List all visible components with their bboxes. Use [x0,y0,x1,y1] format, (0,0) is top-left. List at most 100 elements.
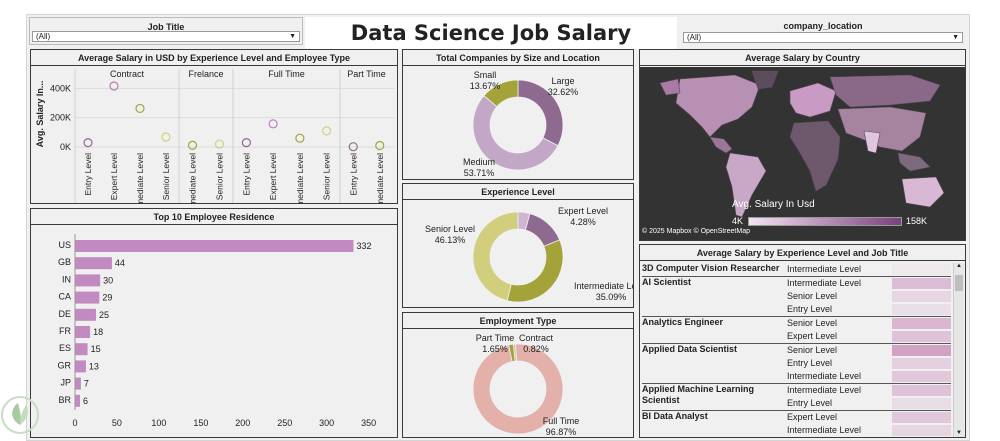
heat-cell[interactable] [892,304,951,315]
heat-cell[interactable] [892,345,951,356]
experience-level-cell: Intermediate Level [787,385,862,395]
southeast-asia-shape[interactable] [897,152,931,172]
heat-cell[interactable] [892,425,951,436]
table-row[interactable]: Intermediate Level [642,370,951,383]
scroll-thumb[interactable] [955,275,963,291]
donut-slice[interactable] [472,211,519,302]
scatter-point[interactable] [322,126,332,136]
map-credit[interactable]: © 2025 Mapbox © OpenStreetMap [642,228,750,235]
chevron-up-icon[interactable]: ▲ [956,263,962,269]
table-row[interactable]: BI Data Analyst Expert Level [642,411,951,424]
south-america-shape[interactable] [725,152,767,218]
chevron-down-icon[interactable]: ▼ [289,33,296,40]
scatter-point[interactable] [375,140,385,151]
north-america-shape[interactable] [675,74,761,138]
residence-bar[interactable] [75,291,100,304]
bar-category-label: GB [58,257,71,267]
table-row[interactable]: Analytics Engineer Senior Level [642,317,951,330]
table-row[interactable]: Applied Machine Learning Scientist Interm… [642,384,951,405]
table-row[interactable]: Expert Level [642,330,951,343]
chevron-down-icon[interactable]: ▼ [952,34,959,41]
heat-cell[interactable] [892,371,951,382]
experience-level-cell: Intermediate Level [787,278,862,288]
donut-slice[interactable] [472,343,564,435]
africa-shape[interactable] [789,120,841,192]
scatter-point[interactable] [268,119,278,129]
heat-cell[interactable] [892,385,951,396]
greenland-shape[interactable] [751,70,779,90]
heat-cell[interactable] [892,331,951,342]
residence-bar[interactable] [75,257,112,270]
map-legend-bar [748,217,902,226]
table-scrollbar[interactable]: ▲ ▼ [953,263,964,437]
residence-bar[interactable] [75,360,86,373]
table-row[interactable]: Entry Level [642,397,951,410]
x-tick-label: Senior Level [215,153,225,200]
salary-table[interactable]: 3D Computer Vision Researcher Intermediat… [642,263,951,437]
job-title-select-value: (All) [36,32,51,41]
residence-bar[interactable] [75,240,354,252]
bar-value-label: 13 [89,361,99,371]
table-row[interactable]: AI Scientist Intermediate Level [642,277,951,290]
india-shape[interactable] [863,130,881,154]
europe-shape[interactable] [789,82,837,118]
heat-cell[interactable] [892,278,951,289]
donut-slice[interactable] [524,213,561,247]
experience-level-cell: Expert Level [787,412,838,422]
bar-category-label: DE [58,309,71,319]
scatter-point[interactable] [109,81,119,91]
scatter-point[interactable] [135,103,145,114]
heat-cell[interactable] [892,318,951,329]
scatter-point[interactable] [187,140,198,150]
russia-shape[interactable] [829,74,941,108]
experience-level-cell: Entry Level [787,398,833,408]
residence-bar[interactable] [75,308,96,321]
residence-bar[interactable] [75,274,101,287]
heat-cell[interactable] [892,358,951,369]
donut-slice[interactable] [472,95,559,171]
asia-shape[interactable] [837,106,927,152]
donut-slice[interactable] [506,239,564,303]
scatter-point[interactable] [295,133,305,143]
heat-cell[interactable] [892,412,951,423]
donut-slice[interactable] [483,79,519,108]
donut-slice[interactable] [508,343,516,363]
table-row[interactable]: 3D Computer Vision Researcher Intermediat… [642,263,951,276]
table-row[interactable]: Entry Level [642,303,951,316]
experience-level-cell: Entry Level [787,304,833,314]
alaska-shape[interactable] [659,78,681,96]
heat-cell[interactable] [892,264,951,275]
table-row[interactable]: Intermediate Level [642,424,951,437]
scatter-point[interactable] [214,139,225,149]
world-map[interactable]: Avg. Salary In Usd 4K 158K © 2025 Mapbox… [640,67,965,240]
job-title-filter[interactable]: Job Title (All) ▼ [29,17,303,45]
table-row[interactable]: Senior Level [642,290,951,303]
scatter-point[interactable] [348,142,358,152]
table-row[interactable]: Applied Data Scientist Senior Level [642,344,951,357]
residence-bar[interactable] [75,343,88,356]
heat-cell[interactable] [892,291,951,302]
job-title-select[interactable]: (All) ▼ [32,31,300,42]
residence-bar-chart: US 332 GB 44 IN 30 CA 29 DE 25 FR 18 ES 15 GR 13 JP 7 BR 6 0… [58,234,376,428]
chevron-down-icon[interactable]: ▼ [956,430,962,436]
australia-shape[interactable] [901,176,945,208]
bar-value-label: 29 [102,293,112,303]
residence-bar[interactable] [75,377,81,390]
company-location-filter[interactable]: company_location (All) ▼ [681,17,965,45]
central-america-shape[interactable] [709,136,733,154]
bar-category-label: CA [58,292,71,302]
table-row[interactable]: Entry Level [642,357,951,370]
heat-cell[interactable] [892,398,951,409]
residence-bar[interactable] [75,326,91,338]
residence-bar[interactable] [75,394,81,407]
scatter-point[interactable] [83,137,93,148]
employment-panel: Employment Type Part Time 1.65% Contract 0.… [402,312,634,438]
donut-label: Medium [463,157,495,167]
job-title-cell: AI Scientist [642,277,692,287]
company-location-select[interactable]: (All) ▼ [683,32,963,43]
scatter-point[interactable] [241,137,251,148]
experience-level-cell: Entry Level [787,358,833,368]
donut-label: 96.87% [546,427,577,437]
scatter-point[interactable] [161,132,171,142]
